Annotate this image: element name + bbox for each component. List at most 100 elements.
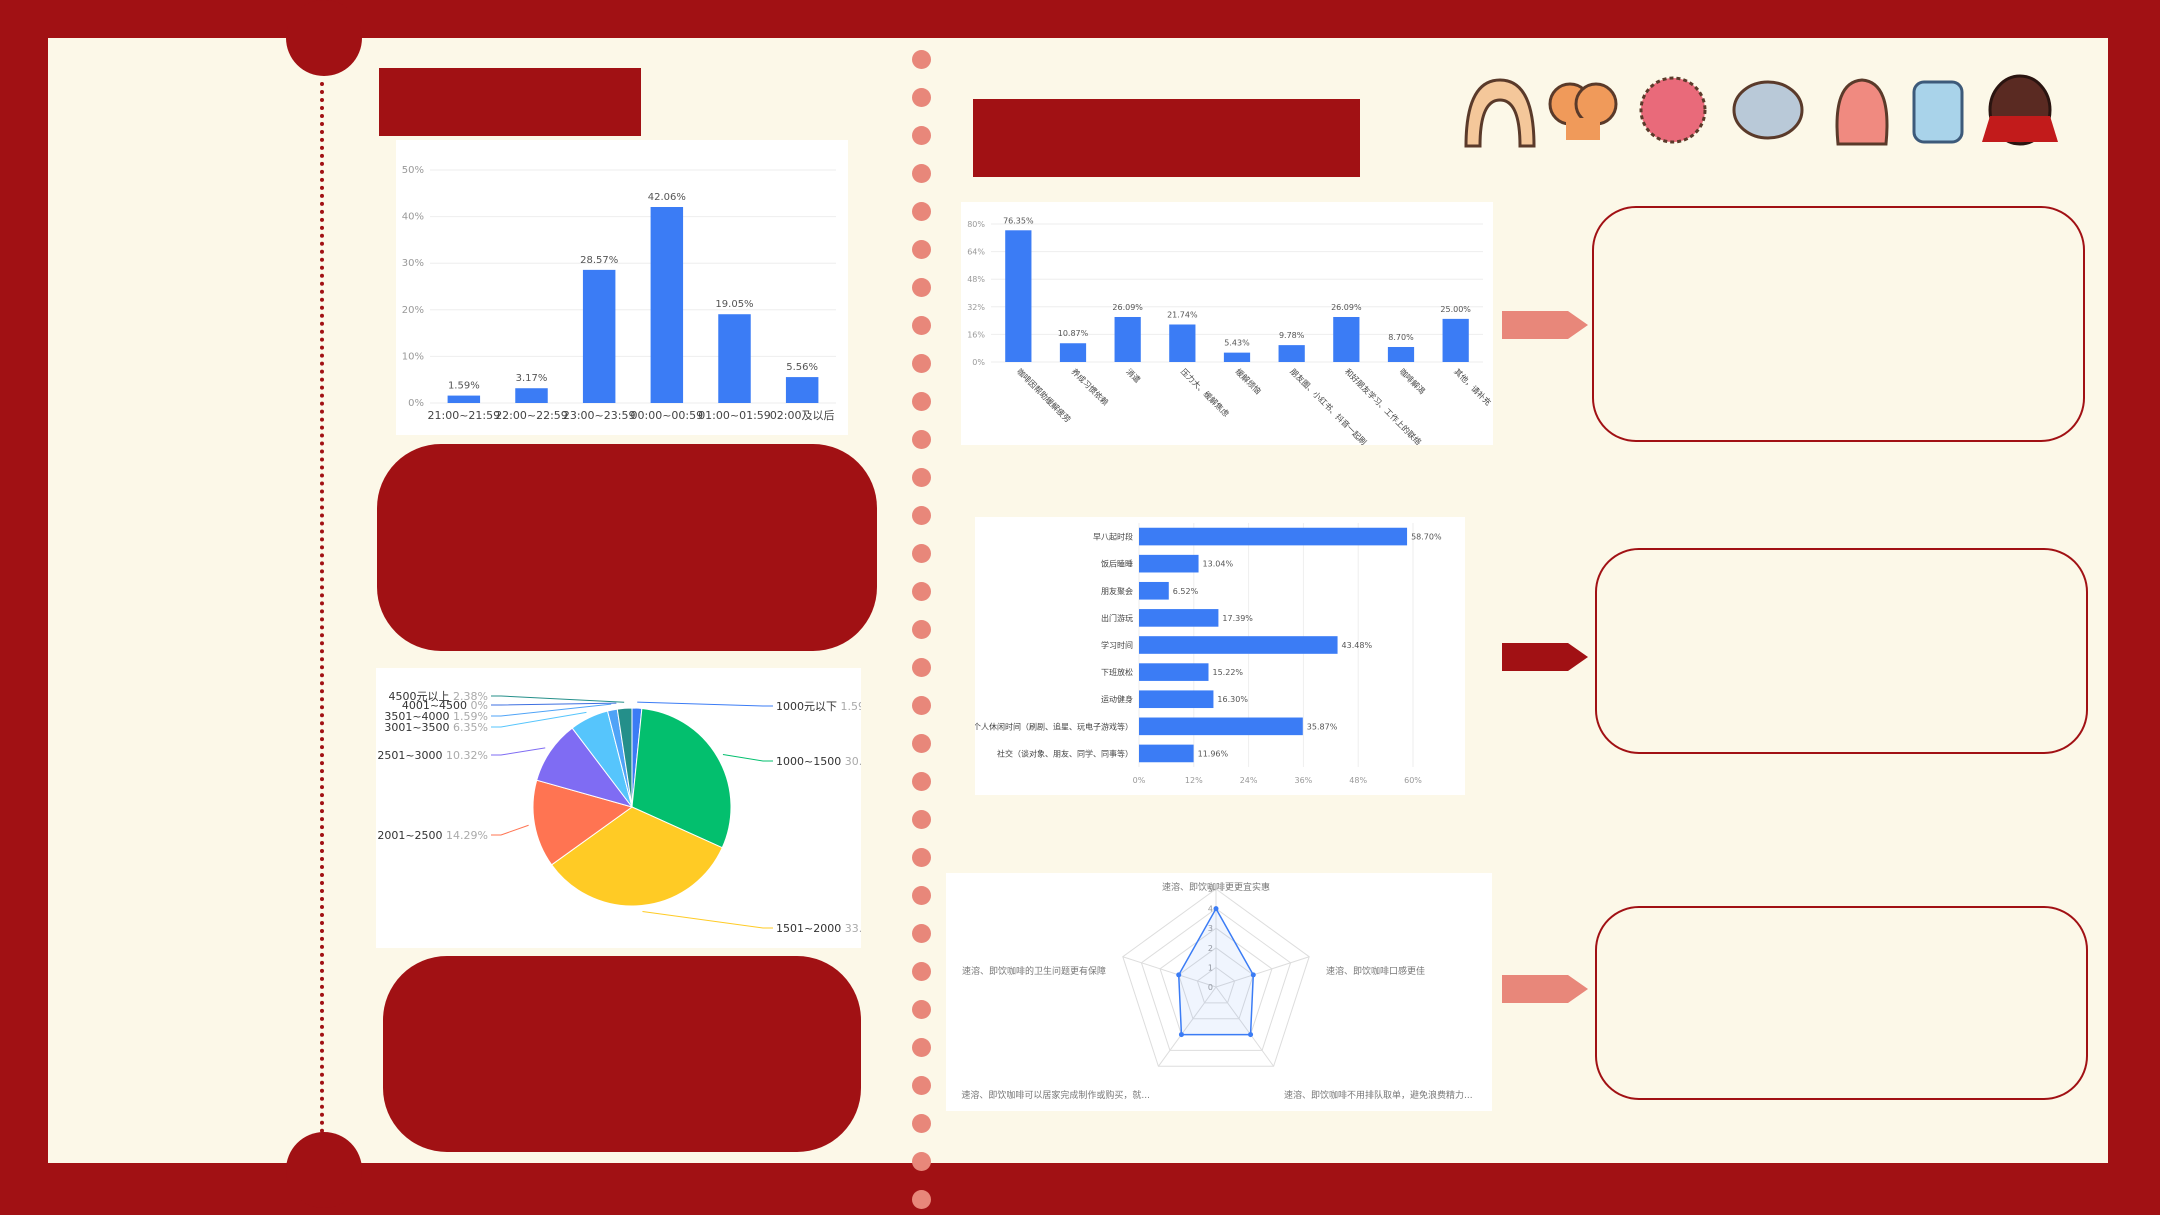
divider-dot: [912, 468, 931, 487]
x-tick-label: 12%: [1185, 776, 1203, 785]
bar: [1005, 230, 1032, 362]
data-label: 15.22%: [1213, 668, 1244, 677]
bar: [1278, 345, 1305, 362]
radar-grid-ring: [1178, 947, 1254, 1020]
data-label: 58.70%: [1411, 533, 1442, 542]
leader-line: [491, 711, 587, 728]
x-tick-label: 消遣: [1124, 366, 1142, 384]
divider-dot: [912, 848, 931, 867]
divider-dot: [912, 278, 931, 297]
radar-grid-ring: [1140, 907, 1292, 1051]
mascot-cloud-character: [1732, 80, 1804, 140]
bar: [1139, 636, 1338, 654]
radar-axis-label: 速溶、即饮咖啡更更宜实惠: [1162, 881, 1270, 893]
divider-dot: [912, 392, 931, 411]
data-label: 6.52%: [1173, 587, 1199, 596]
y-tick-label: 16%: [967, 330, 985, 339]
divider-dot: [912, 430, 931, 449]
bar: [1139, 717, 1303, 736]
y-tick-label: 80%: [967, 220, 985, 229]
data-label: 3.17%: [516, 373, 548, 384]
bar: [1387, 346, 1415, 362]
slice-label: 2501~3000 10.32%: [377, 749, 488, 762]
bar: [1139, 527, 1408, 546]
radar-tick-label: 0: [1208, 983, 1213, 992]
mascot-coffee-bean-character: [1982, 74, 2058, 146]
radar-point: [1176, 972, 1182, 978]
radar-point: [1250, 972, 1256, 978]
radar-point: [1178, 1032, 1184, 1038]
chart-card-pie: 1000元以下 1.59% 1000~1500 30.16% 1501~2000 3…: [376, 668, 887, 948]
y-tick-label: 早八起时段: [1093, 532, 1133, 542]
data-label: 10.87%: [1058, 329, 1089, 338]
x-tick-label: 00:00~00:59: [631, 409, 704, 422]
radar-spoke: [1157, 986, 1217, 1067]
divider-dot: [912, 734, 931, 753]
leader-line: [637, 701, 773, 707]
x-tick-label: 24%: [1240, 776, 1258, 785]
x-tick-label: 压力大、缓解焦虑: [1179, 366, 1231, 418]
radar-spoke: [1215, 986, 1275, 1067]
bar: [1059, 343, 1087, 362]
x-tick-label: 36%: [1295, 776, 1313, 785]
divider-dot: [912, 126, 931, 145]
y-tick-label: 个人休闲时间（刷剧、追星、玩电子游戏等）: [975, 721, 1133, 731]
divider-dot: [912, 962, 931, 981]
radar-tick-label: 1: [1208, 963, 1213, 972]
bar: [1139, 609, 1219, 627]
x-tick-label: 02:00及以后: [770, 409, 835, 422]
y-tick-label: 64%: [967, 248, 985, 257]
radar-point: [1248, 1032, 1254, 1038]
divider-dot: [912, 696, 931, 715]
leader-line: [491, 695, 625, 703]
pie-slice: [532, 779, 634, 866]
bar: [1442, 318, 1469, 362]
data-label: 17.39%: [1222, 614, 1253, 623]
bar: [1139, 663, 1209, 681]
y-tick-label: 社交（谈对象、朋友、同学、同事等）: [997, 748, 1133, 758]
x-tick-label: 22:00~22:59: [495, 409, 568, 422]
y-tick-label: 20%: [402, 305, 424, 316]
mascot-bottle-character: [1912, 80, 1964, 144]
leader-line: [722, 754, 773, 762]
divider-dot: [912, 1038, 931, 1057]
bar: [1114, 316, 1141, 362]
text-box-right-2: [1595, 548, 2088, 754]
x-tick-label: 48%: [1349, 776, 1367, 785]
bar: [1139, 554, 1199, 573]
data-label: 76.35%: [1003, 216, 1034, 225]
arrow-right-2: [1502, 643, 1588, 671]
x-tick-label: 养成习惯依赖: [1070, 366, 1111, 407]
bar: [582, 269, 616, 403]
title-block-right: [973, 99, 1360, 177]
bar: [1169, 324, 1196, 362]
y-tick-label: 饭后瞌睡: [1101, 559, 1133, 569]
x-tick-label: 其他，请补充: [1452, 366, 1493, 407]
divider-dot: [912, 658, 931, 677]
data-label: 1.59%: [448, 381, 480, 392]
divider-dot: [912, 164, 931, 183]
chart-card-scenarios: 0% 12% 24% 36% 48% 60% 58.70% 早八起时段 13.04% 饭后瞌睡 6.…: [973, 517, 1465, 795]
divider-dot: [912, 582, 931, 601]
divider-dot: [912, 1152, 931, 1171]
leader-line: [491, 702, 617, 706]
x-tick-label: 60%: [1404, 776, 1422, 785]
slice-label: 1000~1500 30.16%: [776, 755, 861, 768]
data-label: 8.70%: [1388, 333, 1414, 342]
divider-dot: [912, 240, 931, 259]
slice-label: 3001~3500 6.35%: [384, 721, 488, 734]
x-tick-label: 咖啡因帮助缓解疲劳: [1015, 366, 1073, 424]
bar: [1139, 690, 1214, 709]
x-tick-label: 21:00~21:59: [428, 409, 501, 422]
data-label: 5.43%: [1224, 339, 1250, 348]
y-tick-label: 朋友聚会: [1101, 586, 1133, 596]
data-label: 25.00%: [1440, 305, 1471, 314]
divider-dot: [912, 924, 931, 943]
divider-dot: [912, 620, 931, 639]
x-tick-label: 咖啡解渴: [1398, 366, 1428, 396]
chart-card-reasons: 0% 16% 32% 48% 64% 80% 76.35% 咖啡因帮助缓解疲劳 10.87% 养成…: [961, 202, 1493, 447]
divider-dot: [912, 886, 931, 905]
divider-dot: [912, 772, 931, 791]
text-box-right-1: [1592, 206, 2085, 442]
radar-tick-label: 5: [1208, 885, 1213, 894]
